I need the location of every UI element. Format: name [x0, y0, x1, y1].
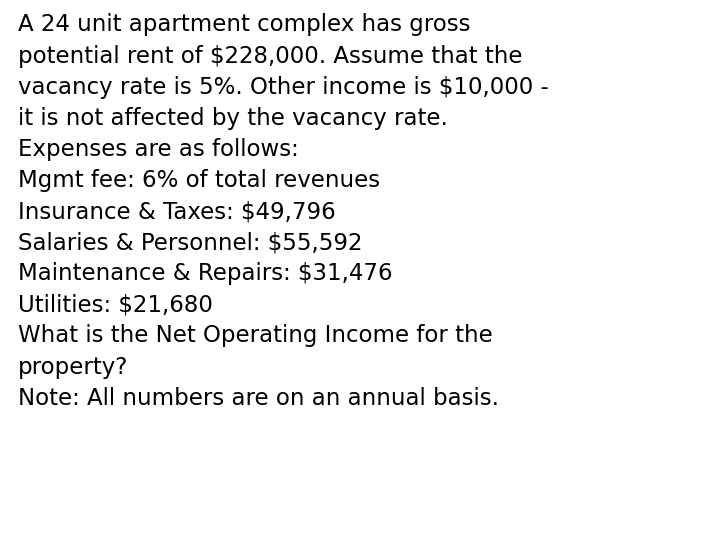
Text: A 24 unit apartment complex has gross
potential rent of $228,000. Assume that th: A 24 unit apartment complex has gross po… [18, 13, 549, 409]
